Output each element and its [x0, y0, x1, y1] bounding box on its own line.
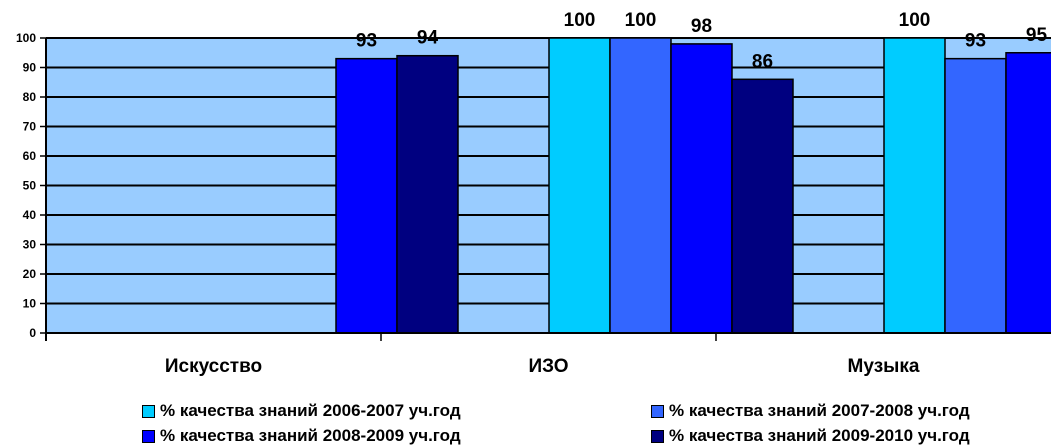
- bar: [335, 57, 398, 334]
- data-labels: 93941001009886100939593: [356, 10, 1048, 72]
- bar: [883, 37, 946, 334]
- legend-swatch: [142, 404, 155, 418]
- legend-label: % качества знаний 2006-2007 уч.год: [160, 401, 461, 420]
- legend-label: % качества знаний 2008-2009 уч.год: [160, 426, 461, 445]
- y-tick-label: 10: [23, 297, 37, 311]
- legend-swatch: [651, 404, 664, 418]
- bar: [1005, 52, 1051, 334]
- data-label: 93: [356, 31, 377, 52]
- legend-item-2009-2010: % качества знаний 2009-2010 уч.год: [651, 426, 970, 446]
- legend-item-2008-2009: % качества знаний 2008-2009 уч.год: [142, 426, 461, 446]
- y-tick-labels: 0 10 20 30 40 50 60 70 80 90 100: [16, 31, 36, 340]
- y-tick-label: 70: [23, 120, 37, 134]
- category-label: ИЗО: [528, 356, 568, 377]
- data-label: 94: [417, 28, 439, 49]
- y-tick-label: 0: [29, 326, 36, 340]
- y-tick-label: 50: [23, 179, 37, 193]
- legend: % качества знаний 2006-2007 уч.год % кач…: [0, 398, 1051, 448]
- bar: [548, 37, 611, 334]
- y-tick-label: 40: [23, 208, 37, 222]
- data-label: 98: [691, 16, 712, 37]
- bar-chart: 93941001009886100939593 0102030405060708…: [16, 10, 1051, 377]
- y-tick-label: 80: [23, 90, 37, 104]
- data-label: 95: [1026, 25, 1048, 46]
- legend-item-2007-2008: % качества знаний 2007-2008 уч.год: [651, 401, 970, 421]
- category-labels: Искусство ИЗО Музыка: [165, 356, 920, 377]
- legend-swatch: [142, 429, 155, 443]
- y-tick-label: 100: [16, 31, 36, 45]
- y-tick-label: 20: [23, 267, 37, 281]
- data-label: 100: [899, 10, 931, 31]
- legend-swatch: [651, 429, 664, 443]
- bar: [670, 43, 733, 334]
- bars: [335, 37, 1051, 334]
- legend-label: % качества знаний 2009-2010 уч.год: [669, 426, 970, 445]
- data-label: 100: [564, 10, 596, 31]
- data-label: 100: [625, 10, 657, 31]
- category-label: Музыка: [848, 356, 920, 377]
- bar: [731, 78, 794, 334]
- legend-item-2006-2007: % качества знаний 2006-2007 уч.год: [142, 401, 461, 421]
- axes: [40, 37, 1051, 341]
- data-label: 93: [965, 31, 986, 52]
- bar: [396, 54, 459, 334]
- legend-label: % качества знаний 2007-2008 уч.год: [669, 401, 970, 420]
- y-tick-label: 90: [23, 61, 37, 75]
- bar: [609, 37, 672, 334]
- bar: [944, 57, 1007, 334]
- y-tick-label: 30: [23, 238, 37, 252]
- data-label: 86: [752, 51, 773, 72]
- y-tick-label: 60: [23, 149, 37, 163]
- category-label: Искусство: [165, 356, 262, 377]
